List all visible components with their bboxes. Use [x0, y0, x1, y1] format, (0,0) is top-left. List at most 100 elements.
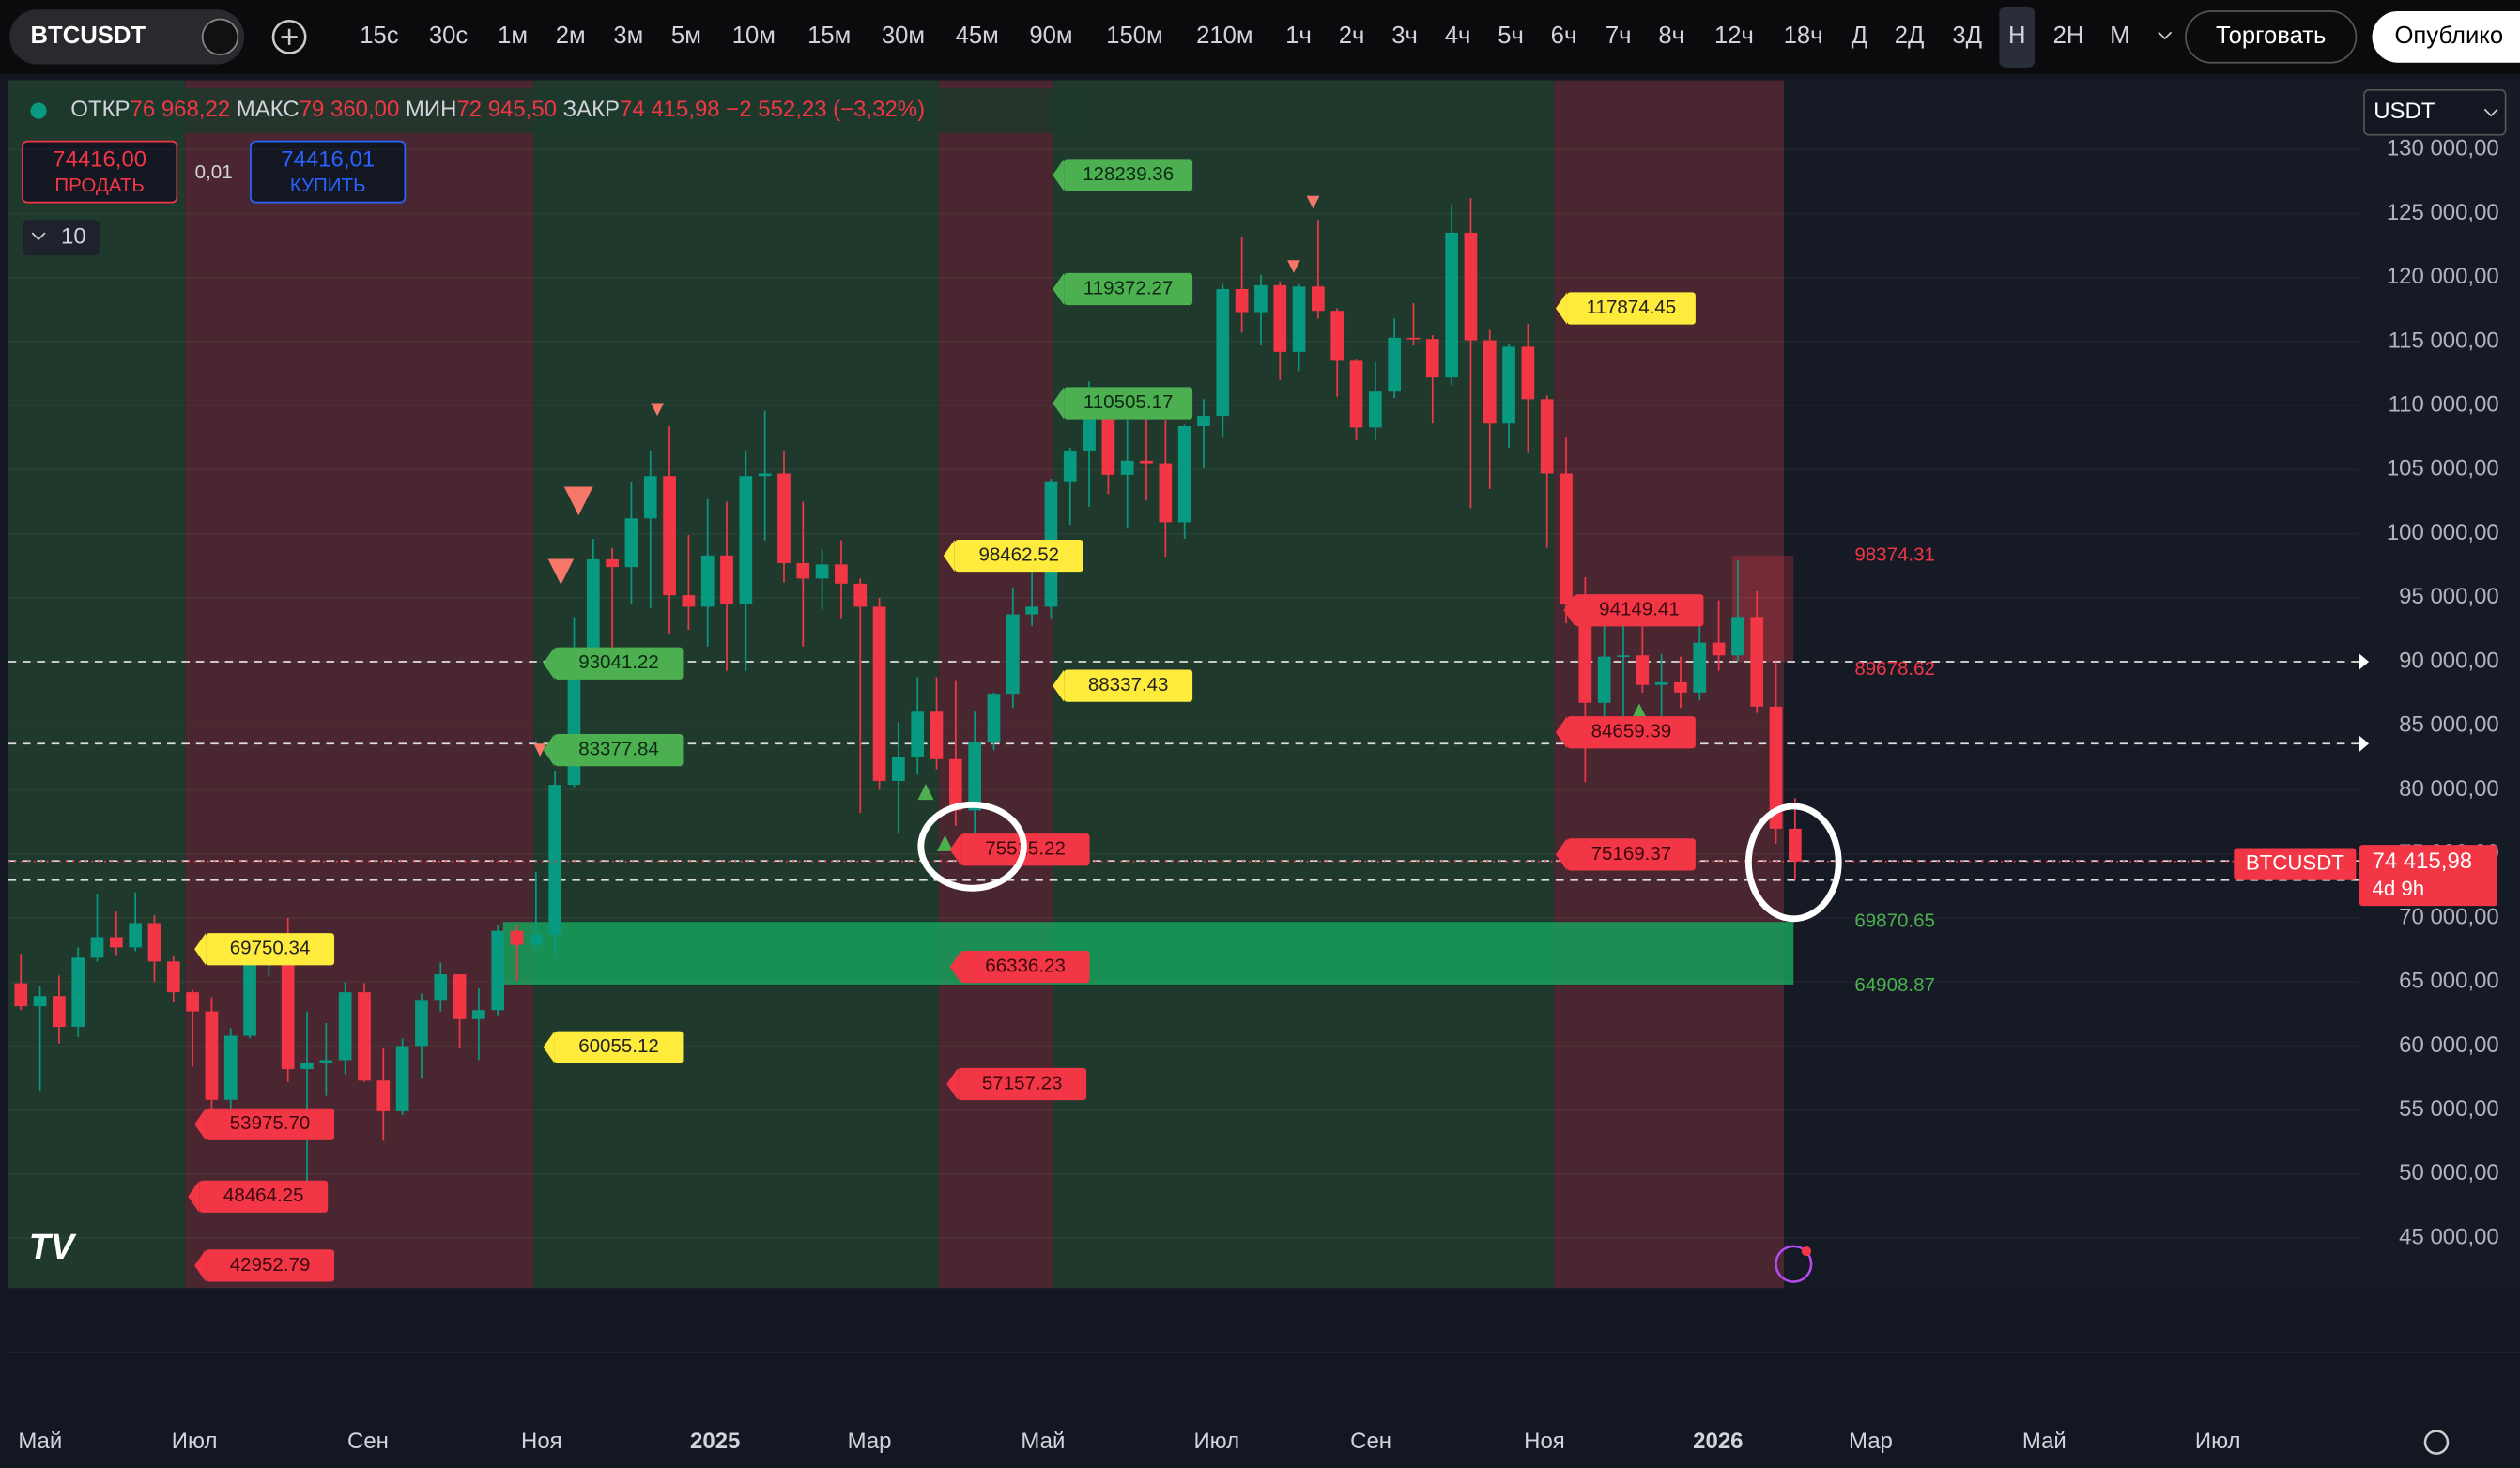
qty-box[interactable]: [22, 220, 100, 256]
candle-body: [624, 518, 638, 568]
candle-body: [1197, 416, 1210, 427]
sell-label[interactable]: ПРОДАТЬ: [54, 175, 144, 196]
trade-button[interactable]: [2185, 10, 2358, 64]
interval[interactable]: 4ч: [1445, 23, 1471, 49]
interval[interactable]: 150м: [1106, 23, 1162, 49]
interval[interactable]: 5ч: [1498, 23, 1524, 49]
interval[interactable]: 10м: [732, 23, 776, 49]
add-icon[interactable]: [271, 19, 307, 54]
interval[interactable]: 5м: [671, 23, 701, 49]
y-tick-label: 100 000,00: [2387, 520, 2499, 545]
candle-body: [1597, 656, 1611, 703]
candle-body: [968, 742, 982, 811]
buy-price[interactable]: 74416,01: [281, 146, 375, 172]
interval[interactable]: 1м: [498, 23, 528, 49]
candle-body: [1406, 337, 1421, 340]
zone-green: [533, 80, 939, 1289]
interval[interactable]: 1ч: [1285, 23, 1312, 49]
badge-arrow: [949, 833, 961, 866]
candle-body: [1025, 606, 1038, 615]
signal-down: [533, 743, 546, 757]
interval[interactable]: 30с: [429, 23, 469, 49]
highlight-circle: [917, 801, 1027, 892]
settings-icon[interactable]: [2423, 1430, 2450, 1455]
candle-body: [777, 473, 791, 564]
candle-body: [739, 476, 753, 604]
tv-logo: TV: [29, 1227, 77, 1266]
interval[interactable]: 2Н: [2053, 23, 2084, 49]
interval[interactable]: 2Д: [1895, 23, 1925, 49]
low: 72 945,50: [456, 97, 557, 122]
interval[interactable]: 18ч: [1784, 23, 1823, 49]
diamond-icon[interactable]: [201, 18, 239, 56]
currency[interactable]: USDT: [2374, 99, 2435, 124]
ohlc-legend: ОТКР76 968,22 МАКС79 360,00 МИН72 945,50…: [70, 97, 925, 122]
y-tick-label: 105 000,00: [2387, 456, 2499, 482]
badge-arrow: [1053, 272, 1065, 306]
interval[interactable]: 45м: [956, 23, 999, 49]
interval[interactable]: Д: [1852, 23, 1867, 49]
interval[interactable]: 15м: [807, 23, 851, 49]
interval[interactable]: 12ч: [1714, 23, 1754, 49]
zone-red: [184, 80, 534, 1289]
interval[interactable]: 30м: [882, 23, 925, 49]
interval[interactable]: 7ч: [1606, 23, 1632, 49]
badge-arrow: [943, 539, 955, 573]
lightning-icon[interactable]: [1775, 1245, 1813, 1283]
y-tick-label: 95 000,00: [2399, 584, 2499, 609]
interval[interactable]: 8ч: [1658, 23, 1684, 49]
zone-red: [1554, 80, 1785, 1289]
candle-body: [911, 711, 925, 757]
interval[interactable]: М: [2110, 23, 2129, 49]
level-badge: [1566, 292, 1696, 325]
qty-caret: [31, 232, 46, 241]
candle-body: [1521, 346, 1535, 400]
x-tick-label: Мар: [1849, 1429, 1893, 1454]
y-tick-label: 80 000,00: [2399, 776, 2499, 802]
candle-body: [1388, 337, 1402, 392]
level-label: 94149.41: [1599, 599, 1680, 620]
interval[interactable]: 90м: [1029, 23, 1072, 49]
interval[interactable]: 3м: [613, 23, 643, 49]
sell-price[interactable]: 74416,00: [53, 146, 146, 172]
publish-button[interactable]: [2372, 10, 2520, 63]
y-tick-label: 120 000,00: [2387, 264, 2499, 289]
candle-body: [147, 923, 161, 962]
candle-body: [949, 758, 962, 811]
symbol-button[interactable]: [9, 9, 245, 65]
candle-body: [1502, 346, 1515, 424]
zone-green: [8, 80, 185, 1289]
level-label: 128239.36: [1083, 163, 1174, 185]
level-label: 42952.79: [230, 1254, 311, 1276]
interval[interactable]: 15с: [360, 23, 399, 49]
candle-body: [1159, 463, 1173, 523]
x-tick-label: Ноя: [1524, 1429, 1565, 1454]
buy-label[interactable]: КУПИТЬ: [290, 175, 366, 196]
qty[interactable]: 10: [61, 224, 86, 250]
buy-button[interactable]: [250, 140, 407, 204]
sell-button[interactable]: [22, 140, 178, 204]
interval[interactable]: Н: [2008, 23, 2026, 49]
change: −2 552,23 (−3,32%): [726, 97, 925, 122]
interval[interactable]: 2м: [556, 23, 586, 49]
interval[interactable]: 3Д: [1952, 23, 1982, 49]
trade-label[interactable]: Торговать: [2216, 23, 2326, 49]
candle-body: [1254, 284, 1268, 313]
candle-body: [1177, 426, 1191, 523]
interval[interactable]: 2ч: [1339, 23, 1365, 49]
candle-body: [1063, 450, 1077, 482]
interval[interactable]: 210м: [1196, 23, 1252, 49]
level-badge: [954, 539, 1083, 573]
currency-select[interactable]: [2363, 88, 2507, 136]
symbol[interactable]: BTCUSDT: [31, 23, 146, 49]
interval[interactable]: 3ч: [1391, 23, 1418, 49]
level-label: 57157.23: [982, 1072, 1063, 1093]
candle-body: [1483, 340, 1497, 424]
candle-body: [358, 992, 371, 1081]
publish-label[interactable]: Опублико: [2394, 23, 2503, 49]
legend-bg: [16, 88, 1090, 134]
interval[interactable]: 6ч: [1551, 23, 1577, 49]
level-badge: [1064, 159, 1193, 191]
candle-body: [281, 940, 295, 1070]
candle-body: [1312, 286, 1325, 312]
